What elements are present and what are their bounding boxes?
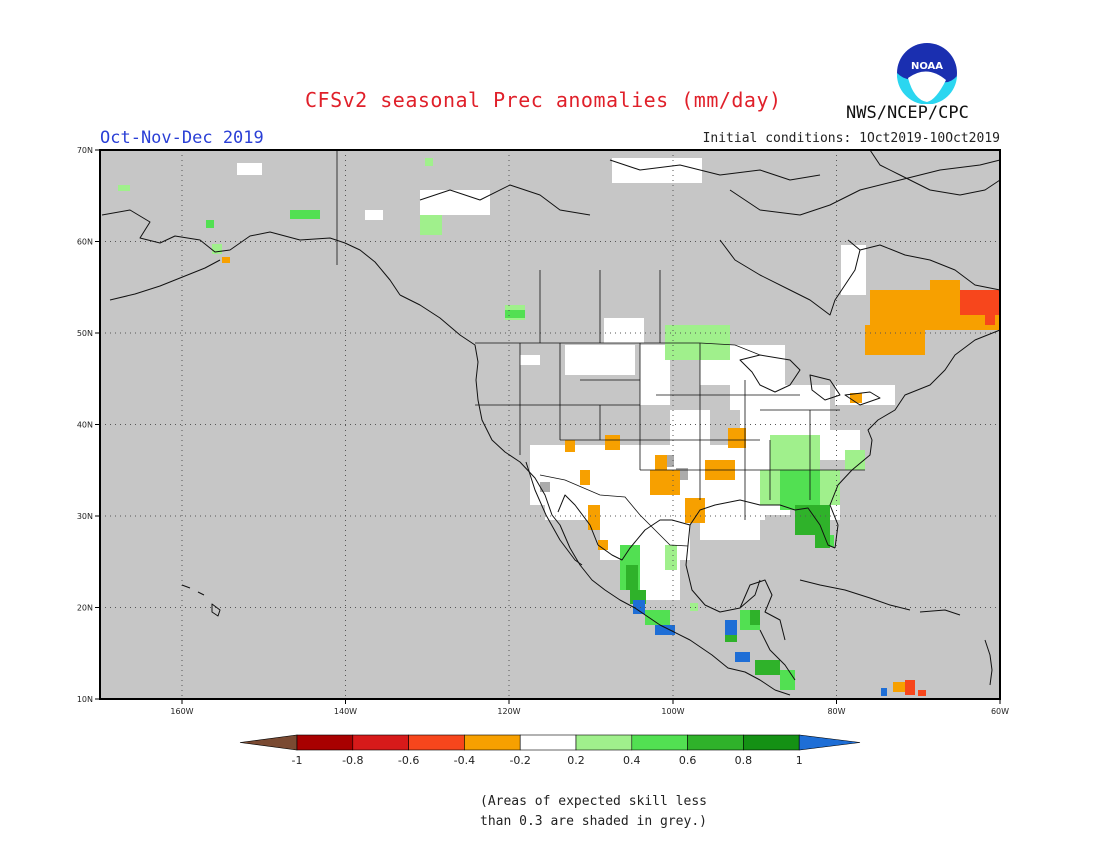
red-areas [905, 290, 1000, 696]
lat-label: 20N [77, 604, 93, 613]
colorbar-bin [408, 734, 465, 751]
initial-conditions: Initial conditions: 1Oct2019-10Oct2019 [702, 131, 1000, 146]
lesser-antilles [984, 639, 993, 686]
canada-provinces [539, 270, 661, 343]
lon-label: 60W [991, 707, 1009, 716]
colorbar-tick-label: 0.6 [679, 754, 697, 767]
colorbar-bin [743, 734, 800, 751]
yucatan [739, 579, 786, 641]
lon-labels: 160W 140W 120W 100W 80W 60W [170, 707, 1009, 716]
colorbar-tick-label: 1 [796, 754, 803, 767]
colorbar-tick-label: -0.8 [342, 754, 363, 767]
agency-label: NWS/NCEP/CPC [846, 103, 969, 123]
noaa-logo: NOAA [896, 43, 957, 104]
colorbar-tick-label: 0.4 [623, 754, 641, 767]
skill-footnote: (Areas of expected skill less than 0.3 a… [480, 792, 707, 832]
colorbar-tick-label: -0.4 [454, 754, 475, 767]
figure-title: CFSv2 seasonal Prec anomalies (mm/day) [305, 88, 782, 112]
forecast-period: Oct-Nov-Dec 2019 [100, 128, 264, 148]
arctic-islands [419, 159, 1001, 216]
pacific-coast [399, 294, 776, 691]
footnote-line-2: than 0.3 are shaded in grey.) [480, 814, 707, 829]
lat-label: 40N [77, 421, 93, 430]
mexico-gulf-coast [685, 524, 761, 613]
colorbar-bin [464, 734, 521, 751]
anomaly-field [118, 158, 1000, 696]
blue-areas [633, 600, 887, 696]
colorbar-bin [575, 734, 633, 751]
baja-peninsula [525, 461, 599, 566]
colorbar-tick-label: 0.8 [735, 754, 753, 767]
greenland-west [869, 149, 1001, 196]
colorbar: -1 -0.8 -0.6 -0.4 -0.2 0.2 0.4 0.6 0.8 1 [239, 734, 861, 767]
colorbar-max-arrow [798, 734, 861, 751]
lat-label: 70N [77, 146, 93, 155]
great-lakes [739, 354, 881, 406]
atlantic-coast [829, 329, 1001, 549]
colorbar-tick-label: 0.2 [567, 754, 585, 767]
colorbar-tick-label: -1 [292, 754, 303, 767]
colorbar-bin [631, 734, 688, 751]
lat-label: 30N [77, 512, 93, 521]
logo-text: NOAA [911, 61, 943, 72]
hudson-bay [719, 239, 861, 316]
alaska-coast [101, 209, 401, 296]
lat-labels: 70N 60N 50N 40N 30N 20N 10N [77, 146, 93, 704]
lon-label: 100W [661, 707, 684, 716]
lat-label: 10N [77, 695, 93, 704]
axis-ticks [95, 149, 1001, 704]
lat-label: 60N [77, 238, 93, 247]
colorbar-bin [296, 734, 354, 751]
lon-label: 160W [170, 707, 193, 716]
labrador [859, 244, 1001, 291]
hawaii [181, 584, 221, 617]
colorbar-min-arrow [239, 734, 298, 751]
lat-label: 50N [77, 329, 93, 338]
lon-label: 120W [497, 707, 520, 716]
hispaniola [919, 609, 961, 616]
lon-label: 140W [334, 707, 357, 716]
gulf-coast [597, 499, 836, 561]
colorbar-tick-label: -0.6 [398, 754, 419, 767]
political-borders [336, 150, 865, 547]
colorbar-bin [352, 734, 409, 751]
central-america [759, 629, 796, 696]
state-lines [475, 343, 865, 520]
us-mexico-border [539, 474, 689, 547]
near-zero-areas [237, 158, 895, 600]
colorbar-bin [687, 734, 744, 751]
aleutians [109, 259, 221, 301]
cuba [799, 579, 911, 611]
footnote-line-1: (Areas of expected skill less [480, 794, 707, 809]
colorbar-tick-label: -0.2 [509, 754, 530, 767]
colorbar-bin [519, 734, 577, 751]
coastlines [101, 149, 1001, 696]
lon-label: 80W [827, 707, 845, 716]
